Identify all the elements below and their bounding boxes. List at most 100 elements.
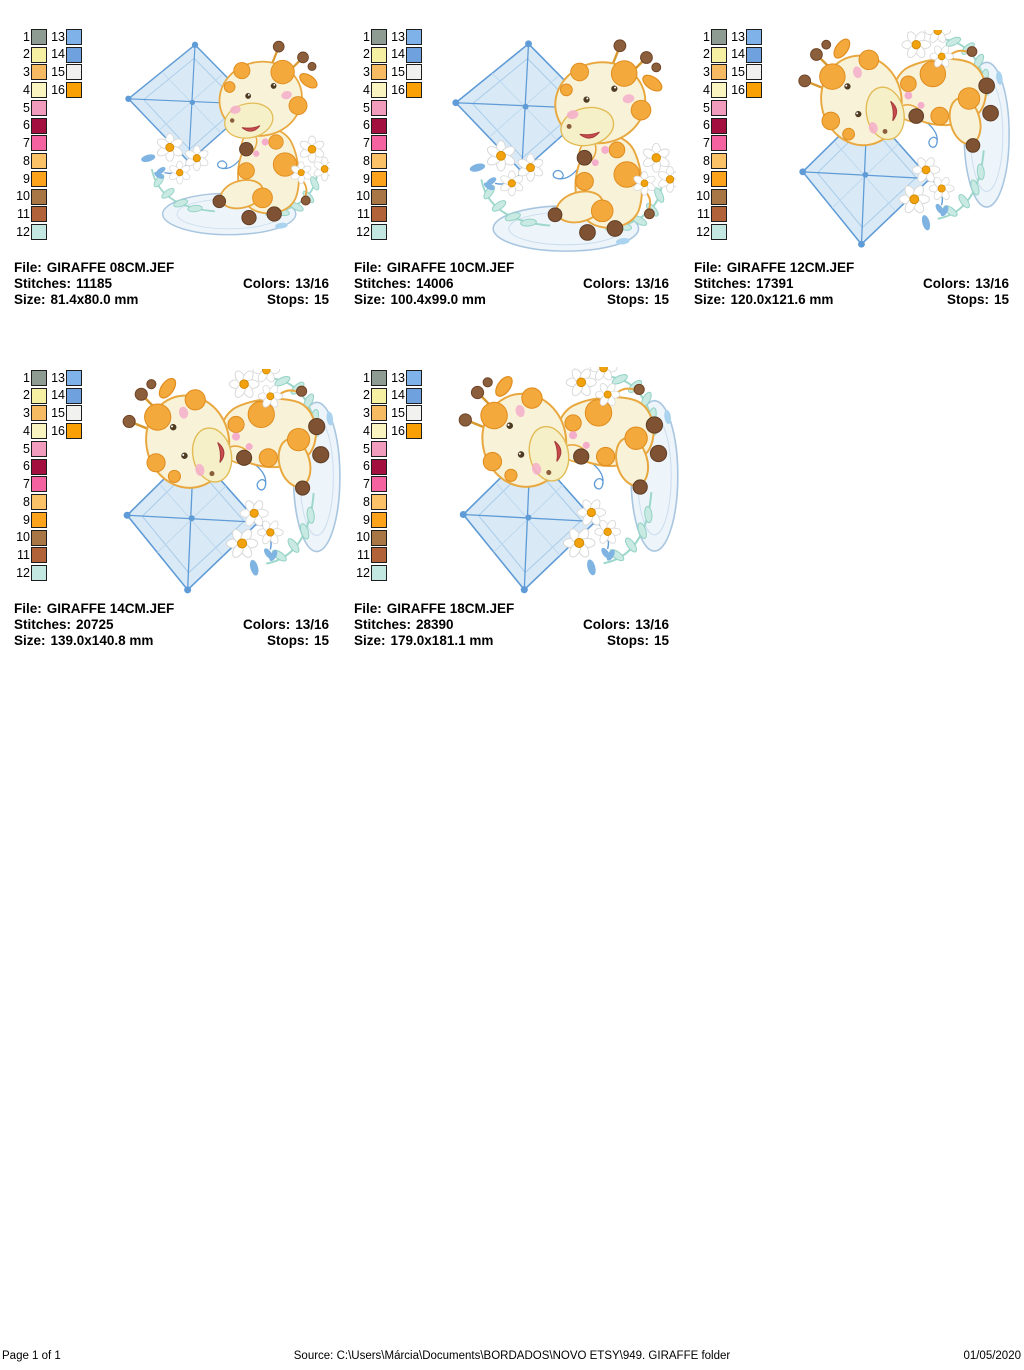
palette-row: 1 13 [354,28,424,46]
palette-number-16: 16 [391,82,405,97]
colors-label: Colors: [582,276,631,291]
palette-number-9: 9 [23,512,30,527]
info-stitches: Stitches: 28390 [354,617,454,633]
palette-swatch-13 [66,369,82,386]
palette-number-16: 16 [731,82,745,97]
palette-row: 5 [14,440,84,458]
palette-number-3: 3 [703,65,710,80]
size-value: 120.0x121.6 mm [730,292,834,307]
palette-swatch-2 [31,387,47,404]
palette-number-8: 8 [23,153,30,168]
palette-swatch-9 [31,170,47,187]
stops-label: Stops: [606,633,649,648]
palette-swatch-7 [711,135,727,152]
palette-number-11: 11 [17,207,30,222]
palette-swatch-4 [31,423,47,440]
palette-row: 2 14 [14,387,84,405]
stitches-value: 14006 [416,276,454,291]
palette-swatch-12 [711,224,727,241]
stops-value: 15 [993,292,1009,307]
palette-row: 10 [694,188,764,206]
palette-row: 12 [14,564,84,582]
info-colors: Colors: 13/16 [243,617,329,633]
design-panel-18cm: 1 13 2 14 3 15 4 16 5 6 7 8 9 10 11 12 File: GIRAFFE 18C… [354,367,690,709]
stops-label: Stops: [266,633,309,648]
palette-swatch-6 [371,458,387,475]
palette-number-1: 1 [703,29,710,44]
palette-row: 10 [14,529,84,547]
palette-row: 5 [14,99,84,117]
design-image-12cm [797,30,1011,249]
palette-swatch-13 [406,369,422,386]
size-label: Size: [14,292,46,307]
palette-row: 7 [694,135,764,153]
palette-swatch-6 [31,117,47,134]
palette-number-3: 3 [23,406,30,421]
stops-value: 15 [313,633,329,648]
stitches-value: 20725 [76,617,114,632]
palette-number-7: 7 [363,477,370,492]
palette-number-13: 13 [391,29,405,44]
palette-number-11: 11 [17,548,30,563]
palette-swatch-5 [371,99,387,116]
info-file: File: GIRAFFE 18CM.JEF [354,601,514,617]
palette-swatch-8 [371,153,387,170]
palette-number-7: 7 [23,477,30,492]
design-image-10cm [451,38,676,253]
page-footer: Page 1 of 1 Source: C:\Users\Márcia\Docu… [0,1350,1024,1366]
palette-swatch-4 [31,82,47,99]
palette-swatch-4 [371,423,387,440]
palette-swatch-13 [406,28,422,45]
palette-swatch-15 [406,405,422,422]
palette-row: 4 16 [694,81,764,99]
palette-swatch-2 [371,387,387,404]
palette-row: 3 15 [354,405,424,423]
colors-value: 13/16 [975,276,1009,291]
palette-swatch-4 [371,82,387,99]
palette-number-7: 7 [703,136,710,151]
palette-number-10: 10 [696,189,710,204]
palette-swatch-15 [746,64,762,81]
thread-palette: 1 13 2 14 3 15 4 16 5 6 7 8 9 10 11 12 [14,28,84,241]
palette-row: 3 15 [354,64,424,82]
palette-swatch-10 [31,188,47,205]
palette-swatch-1 [371,369,387,386]
palette-swatch-10 [371,188,387,205]
palette-number-14: 14 [51,47,65,62]
palette-swatch-7 [31,135,47,152]
palette-number-16: 16 [51,82,65,97]
palette-swatch-16 [406,423,422,440]
palette-number-5: 5 [23,100,30,115]
design-info: File: GIRAFFE 18CM.JEF Stitches: 28390 Col… [354,601,669,649]
palette-number-13: 13 [51,29,65,44]
palette-row: 10 [354,529,424,547]
info-file: File: GIRAFFE 14CM.JEF [14,601,174,617]
palette-number-14: 14 [51,388,65,403]
palette-swatch-14 [746,46,762,63]
design-image-14cm [121,369,342,595]
palette-row: 9 [354,170,424,188]
colors-label: Colors: [242,276,291,291]
stitches-value: 28390 [416,617,454,632]
palette-row: 5 [354,99,424,117]
palette-row: 12 [354,223,424,241]
palette-swatch-1 [711,28,727,45]
size-value: 139.0x140.8 mm [50,633,154,648]
size-label: Size: [14,633,46,648]
colors-value: 13/16 [295,617,329,632]
info-file: File: GIRAFFE 10CM.JEF [354,260,514,276]
palette-number-13: 13 [51,370,65,385]
palette-number-4: 4 [363,423,370,438]
stops-value: 15 [653,633,669,648]
palette-number-14: 14 [391,388,405,403]
palette-number-6: 6 [363,459,370,474]
palette-number-1: 1 [23,370,30,385]
stitches-label: Stitches: [354,276,412,291]
palette-swatch-16 [746,82,762,99]
palette-number-8: 8 [703,153,710,168]
palette-swatch-10 [711,188,727,205]
palette-number-10: 10 [16,530,30,545]
palette-row: 3 15 [694,64,764,82]
palette-row: 1 13 [14,28,84,46]
stitches-value: 17391 [756,276,794,291]
